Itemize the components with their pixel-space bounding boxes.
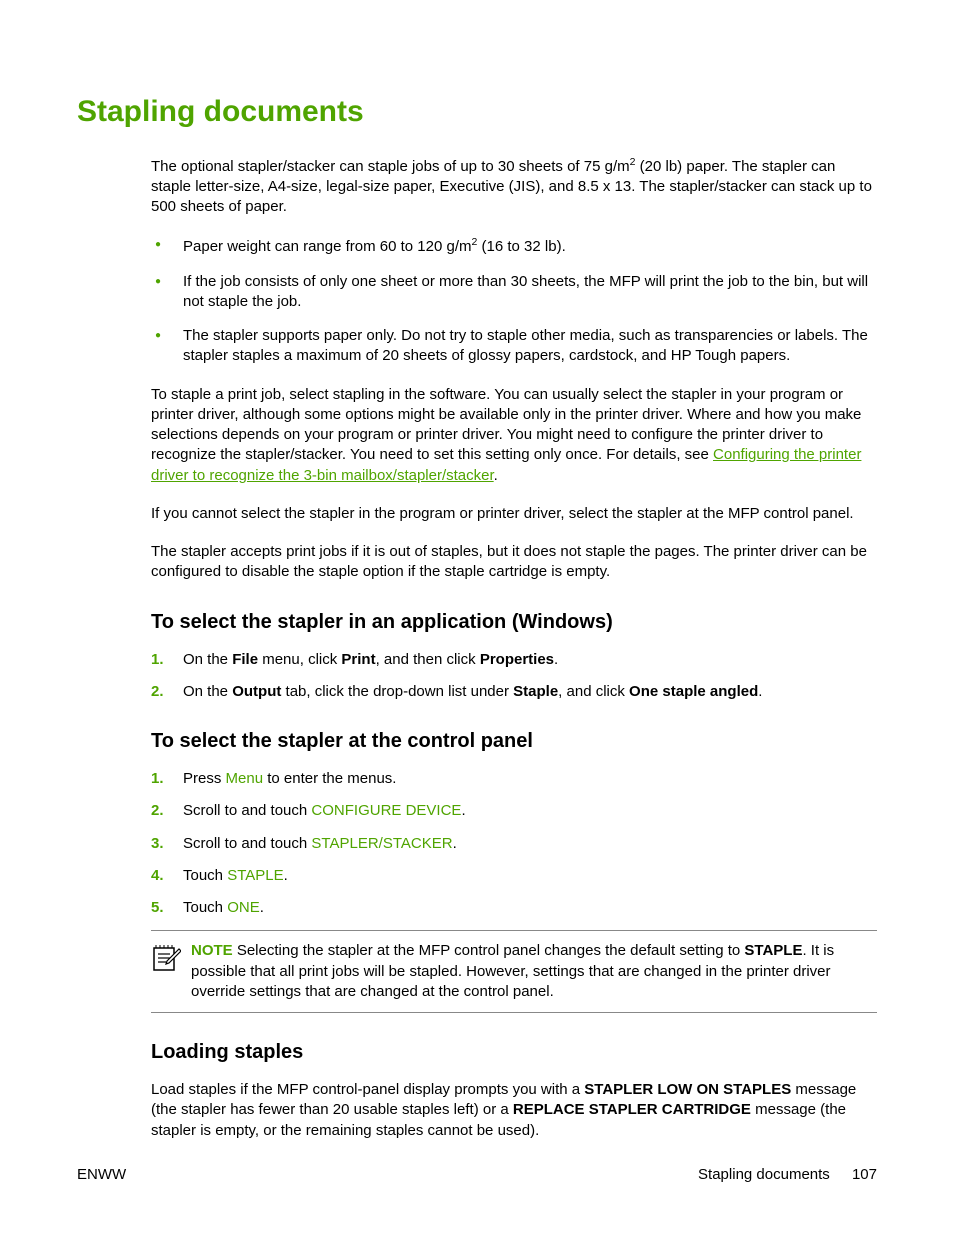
ui-label: STAPLE [227, 867, 283, 884]
bold-text: Properties [480, 651, 554, 668]
page-title: Stapling documents [77, 92, 877, 133]
footer-right: Stapling documents 107 [698, 1165, 877, 1185]
bold-text: STAPLER LOW ON STAPLES [584, 1081, 791, 1098]
fallback-paragraph: If you cannot select the stapler in the … [151, 504, 877, 524]
feature-bullets: Paper weight can range from 60 to 120 g/… [151, 235, 877, 366]
step-item: Touch STAPLE. [151, 866, 877, 886]
loading-paragraph: Load staples if the MFP control-panel di… [151, 1080, 877, 1141]
section-heading-control-panel: To select the stapler at the control pan… [151, 728, 877, 755]
bold-text: REPLACE STAPLER CARTRIDGE [513, 1101, 751, 1118]
ui-label: STAPLER/STACKER [311, 835, 452, 852]
control-panel-steps: Press Menu to enter the menus. Scroll to … [151, 769, 877, 918]
step-item: Scroll to and touch STAPLER/STACKER. [151, 834, 877, 854]
ui-label: CONFIGURE DEVICE [311, 802, 461, 819]
bullet-item: If the job consists of only one sheet or… [151, 272, 877, 313]
step-item: Scroll to and touch CONFIGURE DEVICE. [151, 801, 877, 821]
section-heading-windows: To select the stapler in an application … [151, 609, 877, 636]
note-label: NOTE [191, 942, 233, 959]
bold-text: STAPLE [744, 942, 802, 959]
out-of-staples-paragraph: The stapler accepts print jobs if it is … [151, 542, 877, 583]
page-number: 107 [852, 1166, 877, 1183]
bold-text: Print [341, 651, 375, 668]
ui-label: Menu [226, 770, 264, 787]
intro-paragraph: The optional stapler/stacker can staple … [151, 155, 877, 218]
bold-text: One staple angled [629, 683, 758, 700]
ui-label: ONE [227, 899, 260, 916]
note-box: NOTE Selecting the stapler at the MFP co… [151, 930, 877, 1013]
section-heading-loading: Loading staples [151, 1039, 877, 1066]
note-text: NOTE Selecting the stapler at the MFP co… [191, 941, 877, 1002]
footer-left: ENWW [77, 1165, 126, 1185]
step-item: On the File menu, click Print, and then … [151, 650, 877, 670]
page-footer: ENWW Stapling documents 107 [77, 1165, 877, 1185]
bullet-item: The stapler supports paper only. Do not … [151, 326, 877, 367]
windows-steps: On the File menu, click Print, and then … [151, 650, 877, 703]
footer-section-name: Stapling documents [698, 1166, 830, 1183]
para2-post: . [494, 467, 498, 484]
bold-text: Staple [513, 683, 558, 700]
bullet-post: (16 to 32 lb). [477, 238, 565, 255]
note-icon [151, 941, 191, 979]
bullet-item: Paper weight can range from 60 to 120 g/… [151, 235, 877, 257]
bullet-pre: Paper weight can range from 60 to 120 g/… [183, 238, 472, 255]
intro-pre: The optional stapler/stacker can staple … [151, 158, 630, 175]
bold-text: File [232, 651, 258, 668]
config-paragraph: To staple a print job, select stapling i… [151, 385, 877, 486]
step-item: On the Output tab, click the drop-down l… [151, 682, 877, 702]
bold-text: Output [232, 683, 281, 700]
step-item: Touch ONE. [151, 898, 877, 918]
step-item: Press Menu to enter the menus. [151, 769, 877, 789]
